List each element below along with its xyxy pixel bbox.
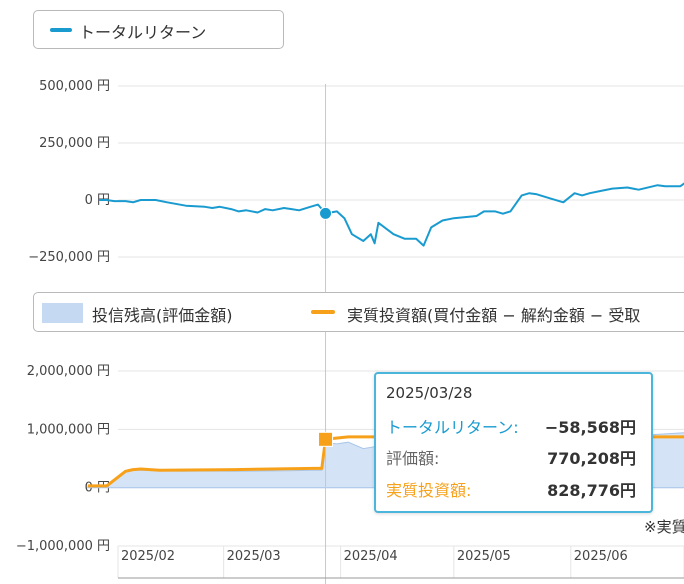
bottom-y-tick-label: 2,000,000 円: [27, 364, 110, 379]
legend-valuation-label: 投信残高(評価金額): [92, 306, 233, 325]
investment-line-swatch: [311, 310, 335, 314]
tooltip-return-label: トータルリターン:: [386, 418, 519, 437]
hover-tooltip: 2025/03/28 トータルリターン: −58,568円 評価額: 770,2…: [374, 372, 653, 513]
bottom-chart-legend[interactable]: 投信残高(評価金額) 実質投資額(買付金額 − 解約金額 − 受取: [33, 292, 684, 332]
footnote: ※実質: [644, 518, 684, 536]
tooltip-valuation-value: 770,208円: [547, 449, 636, 468]
x-tick-label: 2025/04: [344, 549, 398, 564]
top-chart-grid: [118, 85, 684, 258]
tooltip-return-value: −58,568円: [544, 418, 636, 437]
bottom-y-tick-label: −1,000,000 円: [16, 539, 110, 554]
top-chart-legend[interactable]: トータルリターン: [33, 10, 284, 49]
tooltip-investment-value: 828,776円: [547, 481, 636, 500]
top-y-tick-label: −250,000 円: [28, 250, 110, 265]
return-hover-marker: [319, 206, 333, 220]
tooltip-date: 2025/03/28: [386, 384, 473, 402]
investment-hover-marker: [318, 431, 334, 447]
legend-investment-label: 実質投資額(買付金額 − 解約金額 − 受取: [347, 306, 641, 325]
return-line: [99, 182, 684, 247]
x-tick-label: 2025/02: [121, 549, 175, 564]
hover-markers: [318, 206, 334, 447]
top-y-tick-label: 250,000 円: [39, 136, 110, 151]
x-tick-label: 2025/03: [227, 549, 281, 564]
tooltip-investment-label: 実質投資額:: [386, 481, 472, 500]
top-chart-series: [99, 182, 684, 247]
x-tick-label: 2025/06: [574, 549, 628, 564]
legend-return-label: トータルリターン: [79, 23, 207, 42]
x-axis-ticks: 2025/022025/032025/042025/052025/062025/…: [117, 546, 684, 578]
return-line-swatch: [50, 28, 72, 32]
tooltip-row-valuation: 評価額: 770,208円: [386, 445, 636, 468]
bottom-y-axis-ticks: 2,000,000 円1,000,000 円0 円−1,000,000 円: [16, 364, 110, 554]
valuation-area-swatch: [42, 303, 83, 323]
tooltip-row-investment: 実質投資額: 828,776円: [386, 477, 636, 500]
tooltip-row-return: トータルリターン: −58,568円: [386, 414, 636, 437]
bottom-y-tick-label: 1,000,000 円: [27, 422, 110, 437]
top-y-tick-label: 0 円: [85, 193, 110, 208]
x-tick-label: 2025/05: [457, 549, 511, 564]
tooltip-valuation-label: 評価額:: [386, 449, 440, 468]
top-y-axis-ticks: 500,000 円 250,000 円 0 円 −250,000 円: [28, 79, 110, 265]
top-y-tick-label: 500,000 円: [39, 79, 110, 94]
